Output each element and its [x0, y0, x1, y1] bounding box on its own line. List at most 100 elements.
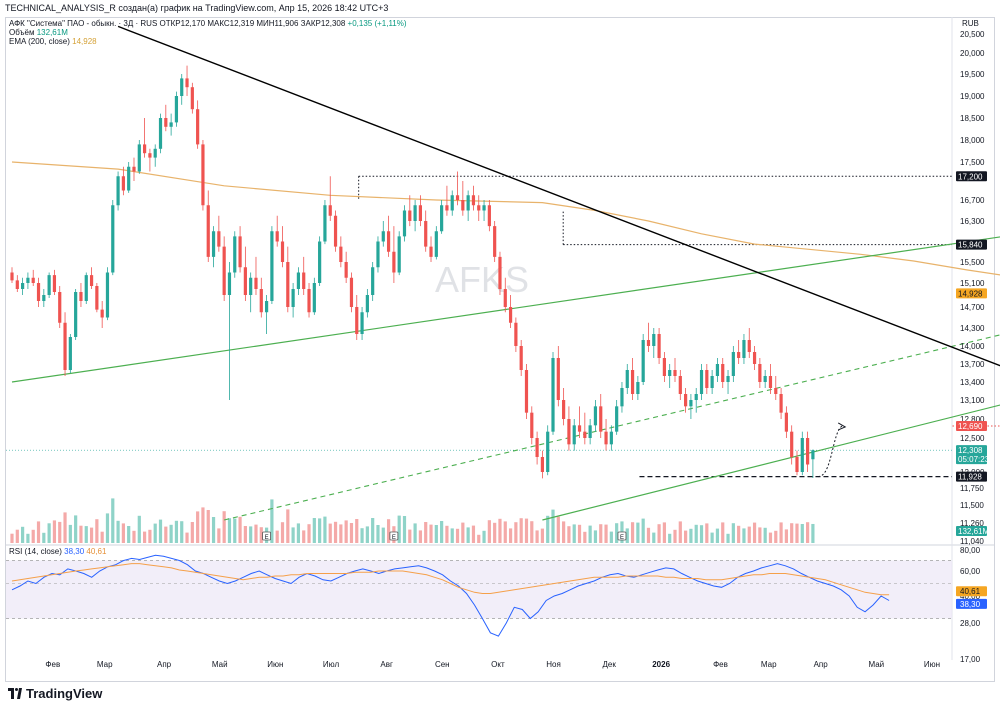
- ema-line: [11, 161, 1000, 276]
- volume-bar: [63, 512, 67, 543]
- volume-bar: [58, 521, 62, 543]
- volume-bar: [763, 527, 767, 543]
- volume-bar: [705, 523, 709, 543]
- candle-body: [445, 205, 449, 211]
- projection-arrow[interactable]: [818, 425, 843, 478]
- channel-lower-line[interactable]: [542, 318, 1000, 521]
- volume-bar: [657, 524, 661, 543]
- volume-bar: [768, 532, 773, 543]
- price-tag-label: 12,690: [958, 422, 983, 431]
- candle-body: [10, 272, 14, 281]
- earnings-mark[interactable]: [389, 531, 399, 541]
- volume-bar: [259, 527, 263, 543]
- volume-bar: [477, 534, 481, 543]
- volume-bar: [333, 521, 338, 543]
- candle-body: [493, 226, 497, 257]
- channel-mid-line[interactable]: [224, 252, 1000, 521]
- earnings-mark-label: E: [620, 535, 624, 541]
- volume-bar: [731, 523, 735, 543]
- price-tag: [956, 445, 987, 456]
- projection-arrowhead-icon: [837, 422, 847, 431]
- volume-bar: [127, 526, 131, 543]
- ohlc-values: ОТКР12,170 МАКС12,319 МИН11,906 ЗАКР12,3…: [159, 19, 346, 28]
- chart-header: TECHNICAL_ANALYSIS_R создан(а) график на…: [0, 0, 1000, 17]
- volume-bar: [280, 522, 285, 543]
- channel-upper-line[interactable]: [11, 186, 1000, 383]
- volume-bar: [42, 532, 46, 543]
- volume-bar: [445, 525, 449, 543]
- volume-bar: [36, 521, 41, 543]
- volume-bar: [588, 525, 592, 543]
- candle-body: [503, 289, 507, 307]
- candle-body: [397, 236, 401, 273]
- candle-body: [280, 241, 285, 262]
- candle-body: [360, 312, 364, 334]
- candle-body: [344, 262, 348, 278]
- candle-body: [726, 376, 730, 382]
- candle-body: [291, 289, 295, 307]
- header-title: TECHNICAL_ANALYSIS_R создан(а) график на…: [5, 3, 389, 13]
- volume-bar: [21, 526, 25, 543]
- volume-bar: [180, 521, 184, 543]
- volume-bar: [153, 523, 157, 543]
- candle-body: [657, 334, 661, 358]
- volume-bar: [408, 529, 412, 543]
- volume-legend[interactable]: Объём 132,61M: [9, 28, 68, 38]
- volume-bar: [132, 530, 136, 543]
- candle-body: [535, 438, 539, 457]
- candle-body: [498, 256, 502, 289]
- symbol-legend[interactable]: АФК "Система" ПАО - обыкн. · 3Д · RUS ОТ…: [9, 19, 407, 29]
- candle-body: [47, 275, 51, 295]
- candle-body: [89, 275, 94, 286]
- candle-body: [620, 388, 624, 407]
- rsi-legend[interactable]: RSI (14, close) 38,30 40,61: [9, 547, 106, 557]
- price-tag: [956, 239, 987, 250]
- ema-legend[interactable]: EMA (200, close) 14,928: [9, 37, 97, 47]
- price-tag: [956, 420, 987, 431]
- volume-bar: [286, 509, 290, 543]
- time-axis-label: Май: [868, 660, 884, 669]
- candle-body: [21, 283, 25, 289]
- earnings-mark[interactable]: [262, 531, 271, 541]
- volume-bar: [758, 527, 762, 543]
- volume-bar: [699, 525, 704, 543]
- candle-body: [556, 358, 560, 400]
- volume-bar: [217, 528, 221, 543]
- volume-bar: [52, 520, 57, 543]
- candle-body: [42, 295, 46, 301]
- price-tick-label: 12,800: [960, 415, 985, 424]
- volume-bar: [450, 528, 454, 543]
- volume-bar: [662, 522, 666, 543]
- volume-bar: [455, 528, 460, 543]
- time-axis-label: Окт: [491, 660, 505, 669]
- candle-body: [318, 241, 322, 283]
- candle-body: [599, 406, 603, 432]
- volume-bar: [31, 529, 35, 543]
- volume-bar: [158, 519, 163, 543]
- rsi-tick-label: 80,00: [960, 546, 981, 555]
- volume-bar: [397, 515, 401, 543]
- price-tick-label: 14,000: [960, 342, 985, 351]
- volume-bar: [26, 533, 30, 543]
- volume-bar: [323, 516, 327, 543]
- candle-body: [593, 406, 598, 426]
- price-tick-label: 17,500: [960, 158, 985, 167]
- tradingview-logo[interactable]: TradingView: [8, 686, 102, 701]
- volume-bar: [646, 527, 651, 543]
- rsi-ma-line: [11, 563, 890, 596]
- candle-body: [567, 419, 571, 445]
- volume-value: 132,61M: [36, 28, 68, 37]
- volume-bar: [344, 520, 348, 543]
- candle-body: [127, 166, 131, 191]
- downtrend-line[interactable]: [117, 25, 1000, 475]
- candle-body: [164, 118, 168, 127]
- price-tag: [956, 171, 987, 182]
- time-axis-label: Сен: [435, 660, 450, 669]
- volume-bar: [47, 523, 51, 543]
- earnings-mark[interactable]: [617, 531, 627, 541]
- price-tick-label: 11,040: [960, 537, 984, 546]
- candle-body: [270, 231, 274, 301]
- tradingview-brand: TradingView: [26, 686, 103, 701]
- volume-bar: [779, 522, 783, 543]
